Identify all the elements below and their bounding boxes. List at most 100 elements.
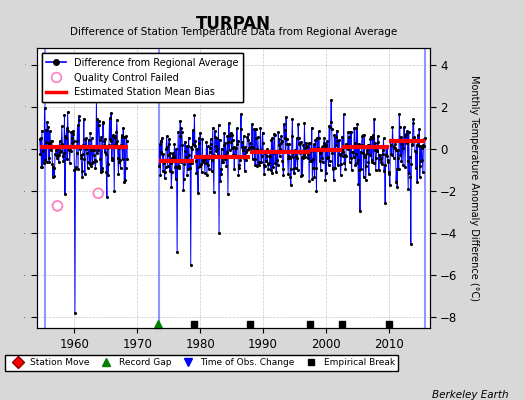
Point bbox=[208, 168, 216, 174]
Point bbox=[297, 173, 305, 179]
Point bbox=[95, 136, 104, 143]
Point bbox=[86, 163, 95, 169]
Point bbox=[240, 155, 248, 162]
Point bbox=[267, 137, 276, 143]
Point bbox=[401, 164, 409, 170]
Point bbox=[248, 156, 257, 162]
Point bbox=[158, 135, 166, 142]
Point bbox=[56, 148, 64, 155]
Point bbox=[396, 152, 405, 158]
Point bbox=[293, 154, 301, 161]
Point bbox=[74, 116, 83, 123]
Point bbox=[396, 124, 404, 130]
Point bbox=[47, 146, 55, 153]
Point bbox=[348, 149, 357, 156]
Point bbox=[337, 147, 346, 154]
Point bbox=[363, 147, 371, 154]
Point bbox=[355, 140, 363, 147]
Point bbox=[91, 164, 100, 171]
Point bbox=[264, 166, 272, 172]
Point bbox=[233, 141, 242, 148]
Point bbox=[222, 163, 231, 169]
Point bbox=[48, 138, 56, 144]
Point bbox=[91, 157, 99, 164]
Point bbox=[58, 141, 67, 148]
Point bbox=[287, 166, 296, 172]
Point bbox=[199, 158, 207, 165]
Point bbox=[291, 147, 299, 153]
Point bbox=[172, 164, 181, 170]
Point bbox=[387, 151, 396, 157]
Point bbox=[370, 140, 379, 146]
Point bbox=[343, 140, 351, 147]
Point bbox=[347, 167, 356, 173]
Point bbox=[359, 173, 368, 180]
Point bbox=[310, 141, 318, 148]
Point bbox=[212, 143, 221, 150]
Point bbox=[228, 137, 237, 143]
Point bbox=[121, 177, 129, 183]
Point bbox=[68, 140, 77, 146]
Point bbox=[409, 120, 417, 127]
Point bbox=[374, 139, 383, 145]
Point bbox=[200, 156, 209, 163]
Point bbox=[108, 154, 116, 161]
Point bbox=[190, 112, 199, 118]
Point bbox=[377, 155, 385, 161]
Point bbox=[269, 150, 278, 156]
Point bbox=[351, 140, 359, 146]
Point bbox=[419, 142, 428, 148]
Point bbox=[203, 143, 212, 150]
Point bbox=[283, 154, 292, 161]
Point bbox=[172, 146, 180, 152]
Point bbox=[65, 146, 73, 152]
Point bbox=[212, 148, 220, 154]
Point bbox=[52, 145, 61, 151]
Point bbox=[51, 150, 59, 157]
Point bbox=[394, 155, 402, 162]
Point bbox=[386, 182, 394, 189]
Point bbox=[105, 142, 113, 148]
Point bbox=[182, 143, 191, 150]
Point bbox=[311, 146, 319, 153]
Point bbox=[98, 165, 106, 172]
Point bbox=[371, 147, 379, 153]
Point bbox=[335, 151, 344, 157]
Point bbox=[111, 133, 119, 140]
Point bbox=[225, 147, 234, 154]
Point bbox=[308, 176, 316, 182]
Point bbox=[265, 160, 274, 166]
Point bbox=[79, 142, 88, 148]
Point bbox=[379, 146, 387, 153]
Point bbox=[191, 138, 200, 144]
Point bbox=[189, 127, 197, 134]
Point bbox=[202, 160, 210, 166]
Point bbox=[418, 144, 426, 151]
Point bbox=[364, 142, 372, 149]
Point bbox=[184, 134, 193, 141]
Point bbox=[369, 135, 377, 142]
Point bbox=[71, 166, 80, 172]
Point bbox=[67, 148, 75, 154]
Point bbox=[197, 161, 205, 167]
Point bbox=[277, 140, 285, 146]
Point bbox=[326, 123, 334, 130]
Point bbox=[227, 145, 236, 152]
Point bbox=[83, 149, 91, 156]
Point bbox=[322, 141, 330, 148]
Point bbox=[215, 230, 223, 236]
Point bbox=[42, 127, 50, 133]
Point bbox=[61, 191, 69, 198]
Point bbox=[206, 145, 214, 151]
Point bbox=[109, 132, 117, 138]
Point bbox=[242, 148, 250, 155]
Point bbox=[201, 156, 210, 162]
Point bbox=[53, 152, 62, 158]
Point bbox=[328, 150, 336, 156]
Point bbox=[407, 161, 416, 167]
Point bbox=[160, 175, 169, 182]
Point bbox=[180, 175, 188, 182]
Point bbox=[254, 134, 262, 140]
Point bbox=[241, 167, 249, 174]
Point bbox=[253, 163, 261, 169]
